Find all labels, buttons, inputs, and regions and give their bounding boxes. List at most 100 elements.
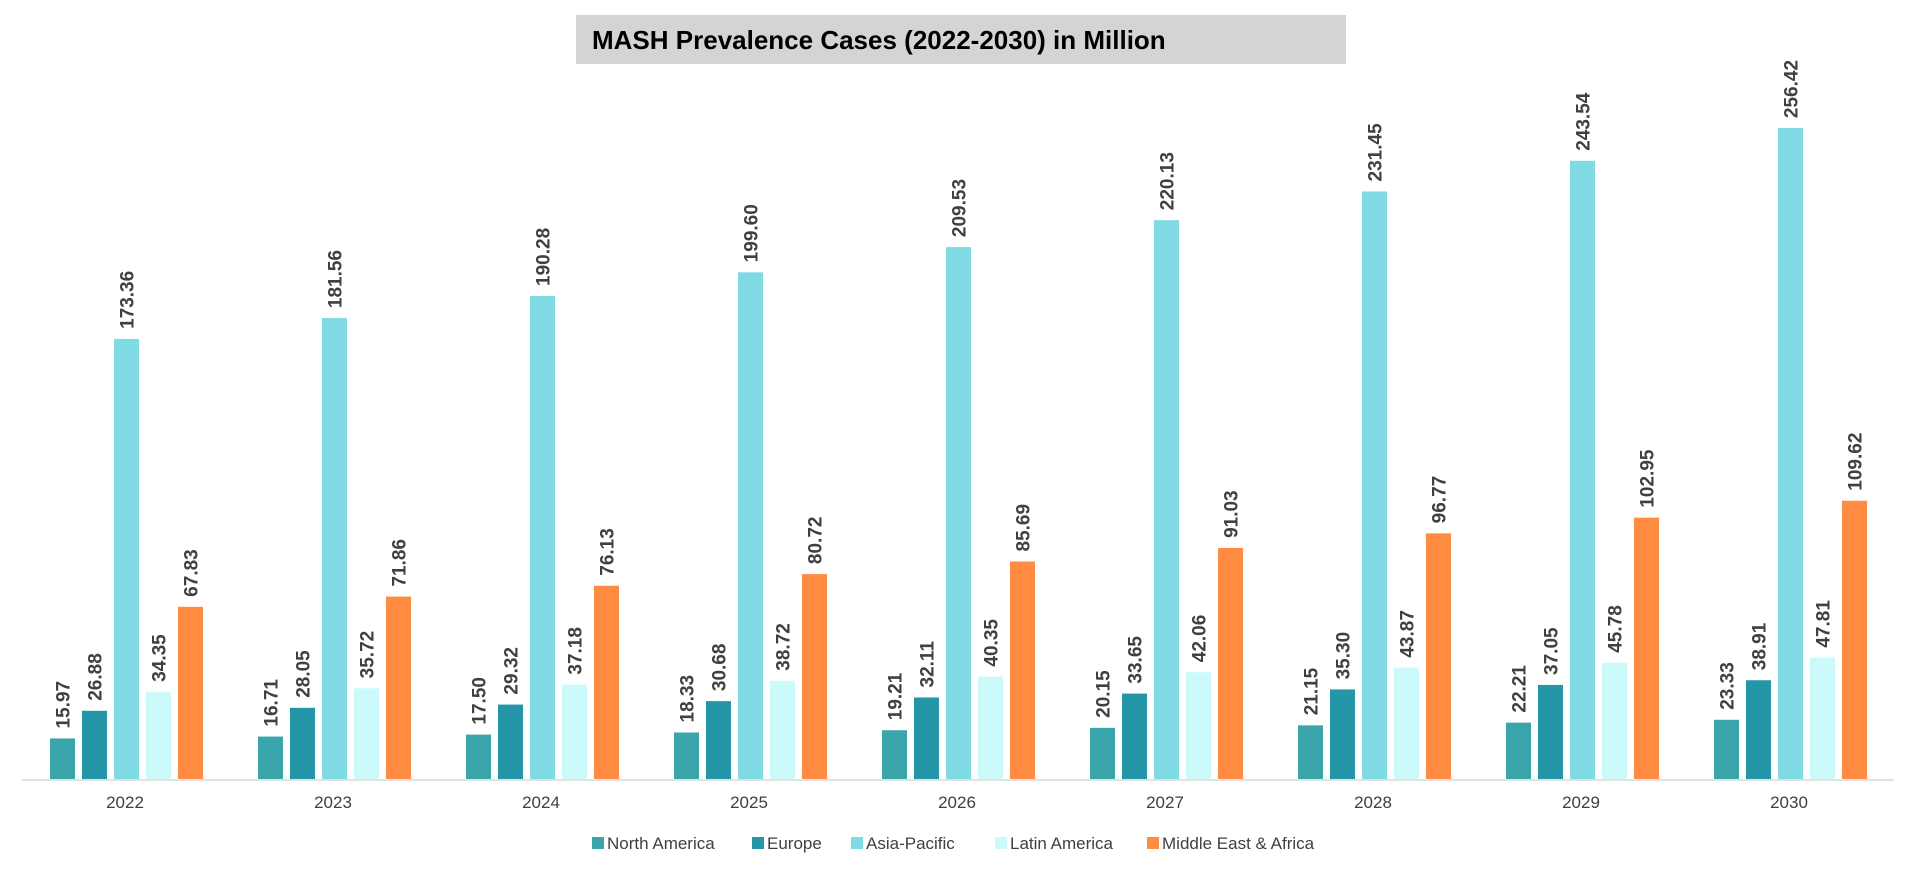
bar-2024-north-america[interactable] [466,734,491,779]
bar-2024-middle-east-africa[interactable] [594,585,619,779]
bar-2025-middle-east-africa[interactable] [802,574,827,779]
bar-2025-europe[interactable] [706,701,731,779]
bar-2022-asia-pacific[interactable] [114,338,139,779]
x-tick-label: 2023 [314,793,352,812]
legend-label[interactable]: Europe [767,834,822,853]
legend-swatch-latin-america[interactable] [995,837,1007,849]
data-label: 256.42 [1782,60,1803,118]
bars-group [50,128,1867,780]
data-label: 71.86 [390,539,411,587]
bar-2025-north-america[interactable] [674,732,699,779]
bar-2024-europe[interactable] [498,704,523,779]
bar-2030-north-america[interactable] [1714,719,1739,779]
x-tick-label: 2030 [1770,793,1808,812]
data-label: 16.71 [262,679,283,727]
data-label: 38.72 [774,623,795,671]
bar-2027-north-america[interactable] [1090,727,1115,779]
bar-2027-asia-pacific[interactable] [1154,220,1179,779]
data-label: 20.15 [1094,670,1115,718]
bar-2030-europe[interactable] [1746,680,1771,779]
bar-2028-north-america[interactable] [1298,725,1323,779]
data-label: 15.97 [54,681,75,729]
bar-2028-europe[interactable] [1330,689,1355,779]
data-label: 109.62 [1846,433,1867,491]
bar-2022-north-america[interactable] [50,738,75,779]
bar-2022-latin-america[interactable] [146,691,171,779]
data-label: 22.21 [1510,665,1531,713]
bar-2026-middle-east-africa[interactable] [1010,561,1035,779]
bar-2025-asia-pacific[interactable] [738,272,763,779]
chart-title-group: MASH Prevalence Cases (2022-2030) in Mil… [576,15,1346,64]
data-label: 37.18 [566,627,587,675]
data-label: 91.03 [1222,490,1243,538]
bar-2029-latin-america[interactable] [1602,662,1627,779]
bar-2023-north-america[interactable] [258,736,283,779]
bar-2026-europe[interactable] [914,697,939,779]
bar-2027-europe[interactable] [1122,693,1147,779]
bar-2028-asia-pacific[interactable] [1362,191,1387,779]
x-tick-label: 2028 [1354,793,1392,812]
bar-2023-europe[interactable] [290,707,315,779]
legend-label[interactable]: North America [607,834,715,853]
data-label: 38.91 [1750,622,1771,670]
bar-2023-latin-america[interactable] [354,688,379,779]
bar-2024-asia-pacific[interactable] [530,295,555,779]
bar-2027-latin-america[interactable] [1186,672,1211,779]
legend-label[interactable]: Asia-Pacific [866,834,955,853]
bar-2027-middle-east-africa[interactable] [1218,547,1243,779]
data-label: 102.95 [1638,449,1659,508]
data-label: 243.54 [1574,92,1595,151]
data-labels-group: 15.97 26.88 173.36 34.35 67.83 16.71 28.05 181.… [54,60,1867,729]
data-label: 26.88 [86,653,107,701]
data-label: 173.36 [118,271,139,329]
legend-swatch-europe[interactable] [752,837,764,849]
bar-2029-middle-east-africa[interactable] [1634,517,1659,779]
x-tick-label: 2026 [938,793,976,812]
data-label: 96.77 [1430,476,1451,524]
bar-2023-asia-pacific[interactable] [322,318,347,779]
data-label: 47.81 [1814,600,1835,648]
bar-2030-asia-pacific[interactable] [1778,128,1803,780]
data-label: 43.87 [1398,610,1419,658]
bar-2029-asia-pacific[interactable] [1570,160,1595,780]
legend-label[interactable]: Middle East & Africa [1162,834,1315,853]
data-label: 18.33 [678,675,699,723]
data-label: 32.11 [918,641,939,688]
bar-2030-middle-east-africa[interactable] [1842,500,1867,779]
data-label: 209.53 [950,179,971,237]
data-label: 231.45 [1366,123,1387,182]
chart-title: MASH Prevalence Cases (2022-2030) in Mil… [592,25,1166,55]
bar-2026-latin-america[interactable] [978,676,1003,779]
legend-swatch-middle-east-africa[interactable] [1147,837,1159,849]
bar-2025-latin-america[interactable] [770,680,795,779]
legend-label[interactable]: Latin America [1010,834,1114,853]
legend-swatch-asia-pacific[interactable] [851,837,863,849]
bar-2028-latin-america[interactable] [1394,667,1419,779]
x-tick-label: 2025 [730,793,768,812]
data-label: 80.72 [806,517,827,565]
data-label: 45.78 [1606,605,1627,653]
legend[interactable]: North America Europe Asia-Pacific Latin Ame… [592,834,1315,853]
data-label: 33.65 [1126,636,1147,684]
bar-2023-middle-east-africa[interactable] [386,596,411,779]
bar-2024-latin-america[interactable] [562,684,587,779]
bar-2030-latin-america[interactable] [1810,657,1835,779]
data-label: 17.50 [470,677,491,725]
data-label: 23.33 [1718,662,1739,710]
bar-2028-middle-east-africa[interactable] [1426,533,1451,779]
bar-2022-middle-east-africa[interactable] [178,606,203,779]
data-label: 190.28 [534,228,555,286]
bar-2029-north-america[interactable] [1506,722,1531,779]
data-label: 19.21 [886,672,907,720]
legend-swatch-north-america[interactable] [592,837,604,849]
bar-2029-europe[interactable] [1538,684,1563,779]
data-label: 181.56 [326,250,347,308]
bar-2022-europe[interactable] [82,710,107,779]
data-label: 199.60 [742,204,763,262]
bar-2026-north-america[interactable] [882,730,907,779]
x-tick-label: 2029 [1562,793,1600,812]
data-label: 35.30 [1334,632,1355,680]
data-label: 40.35 [982,619,1003,667]
bar-2026-asia-pacific[interactable] [946,247,971,779]
